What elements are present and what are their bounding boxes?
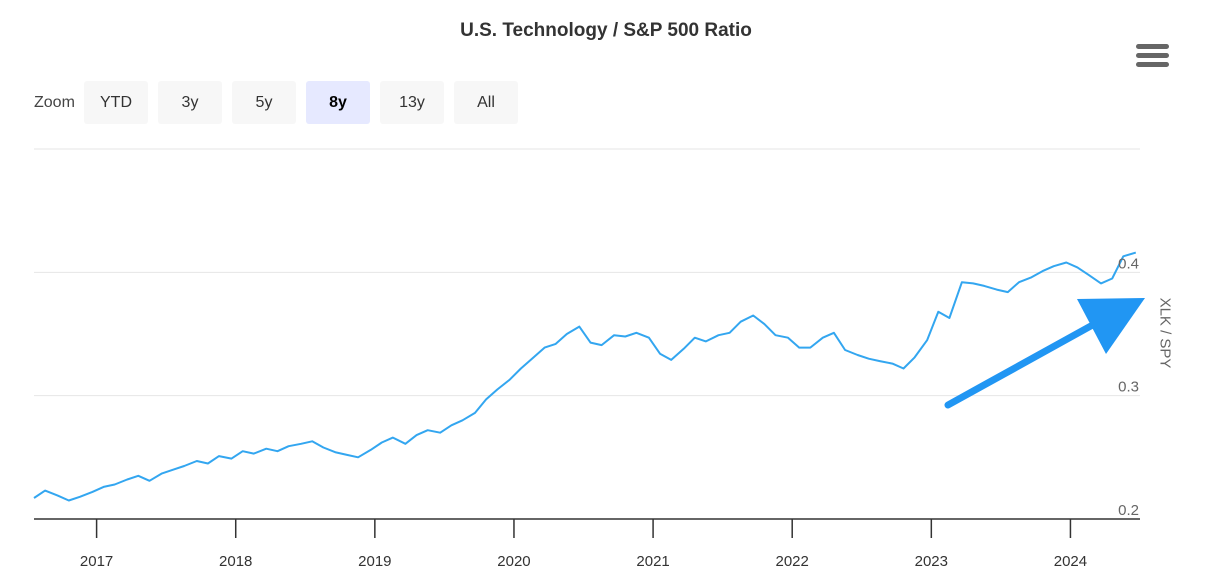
hamburger-menu-icon[interactable] [1134,42,1170,70]
arrow-shaft [944,318,1102,409]
x-tick-label: 2017 [80,553,113,570]
x-axis [34,518,1140,538]
y-tick-label: 0.3 [1118,379,1139,396]
gridlines [34,148,1140,397]
arrow-head [1077,298,1145,354]
series-line [33,251,1137,502]
x-tick-label: 2020 [497,553,530,570]
y-tick-label: 0.2 [1118,502,1139,519]
x-tick-label: 2021 [636,553,669,570]
x-tick-label: 2023 [915,553,948,570]
x-tick-label: 2018 [219,553,252,570]
y-tick-label: 0.4 [1118,255,1139,272]
x-tick-label: 2024 [1054,553,1087,570]
chart-title: U.S. Technology / S&P 500 Ratio [460,20,752,41]
x-tick-label: 2019 [358,553,391,570]
tick-labels: 0.2 0.3 0.4 2017 2018 2019 2020 2021 2022 2023 202… [80,255,1139,570]
zoom-button-5y[interactable]: 5y [232,81,296,124]
zoom-label: Zoom [34,94,75,111]
zoom-button-all[interactable]: All [454,81,518,124]
y-axis-title: XLK / SPY [1156,297,1174,369]
zoom-button-ytd[interactable]: YTD [84,81,148,124]
zoom-button-8y[interactable]: 8y [306,81,370,124]
x-tick-label: 2022 [776,553,809,570]
zoom-button-13y[interactable]: 13y [380,81,444,124]
zoom-button-3y[interactable]: 3y [158,81,222,124]
trend-arrow-annotation [944,298,1145,409]
plot-area [33,251,1137,502]
